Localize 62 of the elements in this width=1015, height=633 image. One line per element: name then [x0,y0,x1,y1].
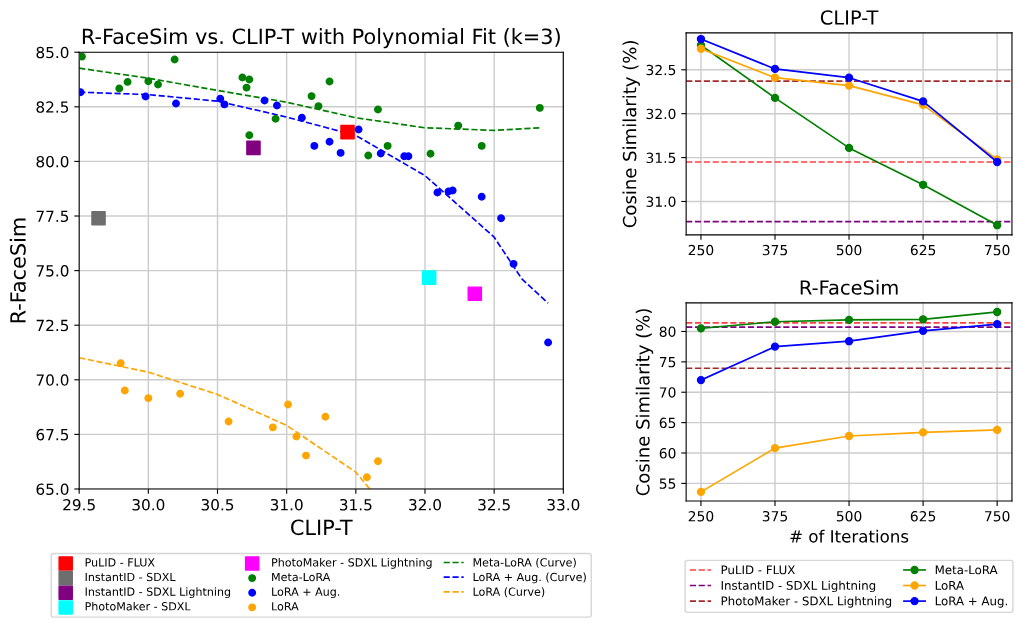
legend-label: LoRA + Aug. [272,587,340,598]
y-tick-label: 72.5 [36,319,69,332]
y-tick-label: 85.0 [36,46,69,59]
y-tick-label: 75 [659,356,676,368]
x-tick-label: 250 [688,510,714,522]
chart-title: CLIP-T [820,10,879,25]
legend-label: LoRA + Aug. [935,596,1007,608]
legend-label: PhotoMaker - SDXL Lightning [272,557,432,569]
y-axis-title: Cosine Similarity (%) [622,41,640,228]
x-tick-label: 750 [985,244,1010,256]
legend-label: InstantID - SDXL Lightning [721,580,876,593]
y-tick-label: 65.0 [36,483,69,496]
legend-label: InstantID - SDXL Lightning [85,587,231,598]
x-tick-label: 30.0 [132,498,165,511]
x-tick-label: 31.5 [339,498,372,511]
y-tick-label: 31.0 [646,196,676,207]
x-axis-title: CLIP-T [291,519,353,536]
chart-title: R-FaceSim [800,279,898,295]
x-tick-label: 375 [762,510,788,522]
x-tick-label: 750 [985,510,1010,522]
chart-title: R-FaceSim vs. CLIP-T with Polynomial Fit (k=3) [82,28,560,49]
x-tick-label: 625 [910,510,936,522]
x-tick-label: 32.0 [409,498,441,511]
x-tick-label: 500 [836,244,862,256]
y-tick-label: 70 [659,387,676,398]
y-tick-label: 32.5 [646,64,676,76]
legend-label: LoRA + Aug. (Curve) [473,572,586,584]
x-tick-label: 500 [836,510,862,522]
y-tick-label: 65 [659,417,676,429]
legend-label: LoRA [272,602,299,611]
x-tick-label: 30.5 [201,498,234,511]
y-tick-label: 77.5 [36,210,69,223]
legend-label: PuLID - FLUX [721,565,795,575]
y-tick-label: 70.0 [36,374,69,386]
legend-label: LoRA (Curve) [473,587,545,598]
x-tick-label: 32.5 [478,498,510,511]
x-tick-label: 31.0 [270,498,303,511]
y-tick-label: 31.5 [646,152,676,164]
x-tick-label: 29.5 [63,498,95,511]
y-tick-label: 75.0 [36,265,69,277]
x-axis-title: # of Iterations [790,529,909,543]
y-tick-label: 60 [659,447,676,459]
y-axis-title: R-FaceSim [9,218,26,323]
y-tick-label: 67.5 [36,428,69,441]
y-tick-label: 32.0 [646,108,676,120]
y-tick-label: 82.5 [36,101,69,113]
legend-label: InstantID - SDXL [85,572,176,582]
y-axis-title: Cosine Similarity (%) [635,309,654,496]
x-tick-label: 250 [688,244,714,256]
legend-label: PhotoMaker - SDXL [85,601,191,611]
x-tick-label: 375 [762,244,788,256]
y-tick-label: 80.0 [36,155,69,168]
y-tick-label: 80 [659,326,676,337]
x-tick-label: 33.0 [547,498,580,511]
legend-label: Meta-LoRA (Curve) [473,557,576,568]
x-tick-label: 625 [910,244,936,256]
legend-label: LoRA [935,581,964,590]
legend-label: PhotoMaker - SDXL Lightning [721,596,892,608]
legend-label: PuLID - FLUX [85,558,155,567]
legend-label: Meta-LoRA [935,565,998,575]
y-tick-label: 55 [659,478,676,489]
legend-label: Meta-LoRA [272,572,331,582]
